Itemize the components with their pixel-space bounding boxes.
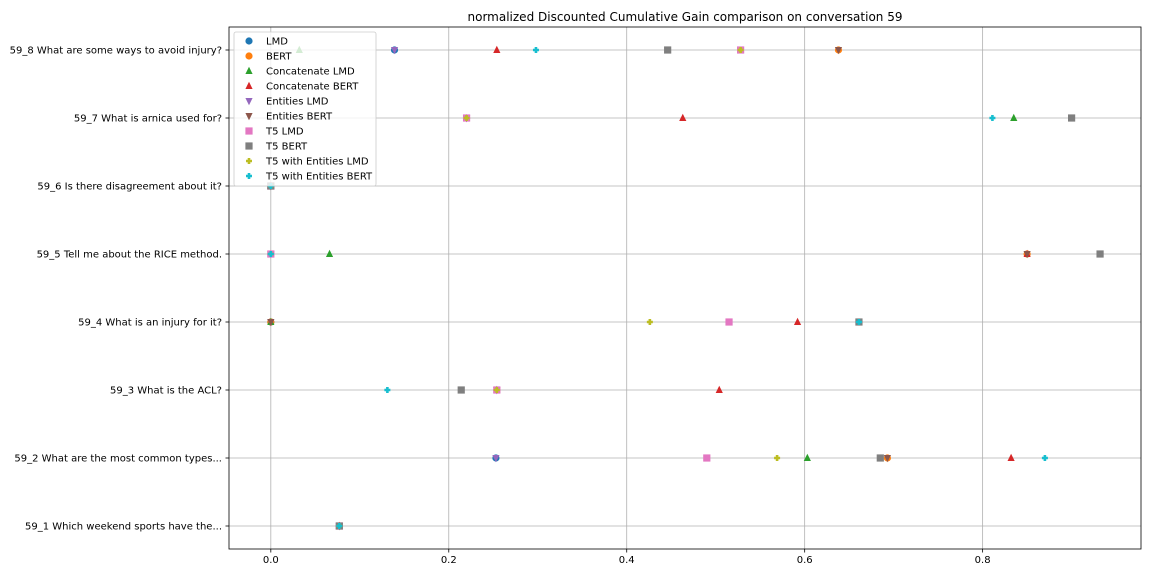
data-point-concatenate-lmd — [803, 453, 811, 461]
data-point-t5-with-entities-lmd — [493, 387, 500, 394]
data-point-t5-with-entities-bert — [1041, 455, 1048, 462]
legend-marker-t5-with-entities-bert — [246, 173, 252, 179]
data-point-entities-bert — [834, 47, 843, 55]
x-tick-label: 0.6 — [797, 555, 813, 566]
data-point-concatenate-lmd — [325, 249, 334, 257]
legend-label: Entities LMD — [266, 97, 329, 108]
legend: LMD BERT Concatenate LMD Concatenate BERT En… — [233, 31, 377, 187]
legend-label: T5 BERT — [265, 142, 308, 153]
data-point-entities-bert — [1023, 251, 1031, 259]
data-point-t5-with-entities-bert — [532, 47, 539, 53]
grid-lines — [229, 27, 1141, 549]
y-tick-label: 59_6 Is there disagreement about it? — [37, 182, 222, 193]
data-point-t5-with-entities-lmd — [774, 455, 781, 462]
data-point-concatenate-bert — [1007, 453, 1015, 461]
y-axis-ticks: 59_1 Which weekend sports have the... 59_… — [10, 46, 229, 533]
data-point-t5-with-entities-bert — [336, 523, 343, 529]
legend-marker-bert — [245, 52, 253, 60]
legend-marker-concatenate-lmd — [245, 66, 253, 74]
y-tick-label: 59_4 What is an injury for it? — [78, 318, 222, 329]
legend-label: LMD — [266, 37, 288, 48]
data-point-t5-bert — [1096, 250, 1104, 258]
legend-label: T5 with Entities BERT — [265, 172, 373, 183]
data-point-t5-bert — [457, 386, 465, 394]
data-point-t5-with-entities-bert — [855, 319, 862, 326]
data-point-entities-bert — [267, 319, 275, 327]
data-point-entities-bert — [883, 455, 892, 463]
data-point-t5-bert — [664, 46, 672, 54]
legend-marker-t5-bert — [245, 142, 253, 150]
legend-label: Concatenate BERT — [266, 82, 359, 93]
legend-marker-entities-bert — [245, 113, 253, 121]
y-tick-label: 59_2 What are the most common types... — [14, 454, 222, 465]
y-tick-label: 59_5 Tell me about the RICE method. — [37, 250, 222, 261]
data-point-t5-with-entities-bert — [989, 115, 996, 121]
x-tick-label: 0.2 — [441, 555, 457, 566]
x-tick-label: 0.8 — [975, 555, 991, 566]
legend-label: Entities BERT — [266, 112, 333, 123]
data-point-t5-with-entities-bert — [384, 387, 391, 394]
legend-label: T5 LMD — [265, 127, 304, 138]
data-point-t5-with-entities-lmd — [737, 47, 744, 53]
legend-marker-t5-lmd — [245, 127, 253, 135]
data-point-concatenate-bert — [679, 113, 687, 121]
data-point-concatenate-lmd — [1010, 113, 1018, 121]
data-point-t5-with-entities-lmd — [646, 319, 653, 326]
data-point-entities-lmd — [390, 47, 399, 55]
legend-label: T5 with Entities LMD — [265, 157, 369, 168]
chart-title: normalized Discounted Cumulative Gain co… — [468, 10, 903, 24]
legend-label: BERT — [266, 52, 292, 63]
data-point-t5-with-entities-bert — [267, 251, 274, 257]
legend-marker-entities-lmd — [245, 98, 253, 106]
data-point-entities-lmd — [492, 455, 500, 463]
plot-area-frame — [228, 26, 1142, 550]
x-tick-label: 0.0 — [263, 555, 279, 566]
data-point-t5-lmd — [703, 454, 711, 462]
data-point-t5-bert — [1067, 114, 1076, 122]
data-point-concatenate-bert — [493, 45, 501, 53]
y-tick-label: 59_1 Which weekend sports have the... — [25, 522, 222, 533]
data-point-t5-bert — [876, 454, 884, 462]
legend-box — [233, 31, 377, 187]
y-tick-label: 59_7 What is arnica used for? — [74, 114, 222, 125]
data-point-concatenate-bert — [715, 385, 723, 393]
legend-marker-concatenate-bert — [245, 81, 253, 89]
data-point-t5-lmd — [725, 318, 733, 326]
x-tick-label: 0.4 — [619, 555, 635, 566]
y-tick-label: 59_3 What is the ACL? — [110, 386, 222, 397]
legend-marker-lmd — [245, 37, 253, 45]
legend-marker-t5-with-entities-lmd — [246, 158, 252, 164]
legend-label: Concatenate LMD — [266, 67, 355, 78]
data-markers — [267, 45, 1104, 531]
data-point-t5-with-entities-lmd — [463, 115, 470, 121]
y-tick-label: 59_8 What are some ways to avoid injury? — [10, 46, 222, 57]
data-point-concatenate-bert — [793, 317, 802, 325]
x-axis-ticks: 0.0 0.2 0.4 0.6 0.8 — [263, 549, 991, 566]
